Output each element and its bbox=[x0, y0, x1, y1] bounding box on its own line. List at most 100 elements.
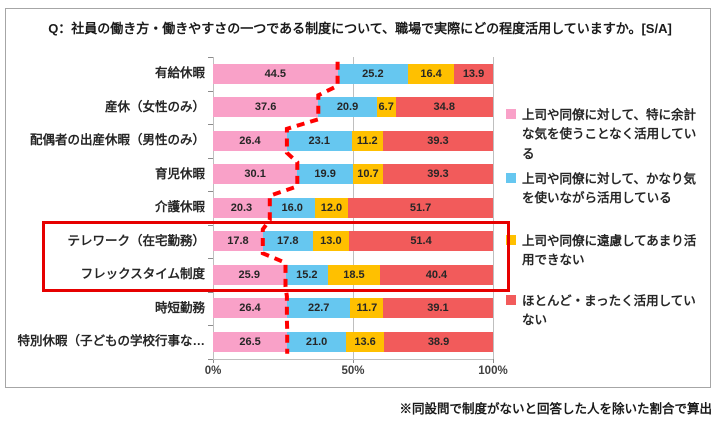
bar-segment-yellow: 11.2 bbox=[351, 130, 383, 151]
y-axis-tick bbox=[208, 90, 213, 92]
legend-item: ほとんど・まったく活用していない bbox=[506, 292, 706, 331]
bar-segment-yellow: 16.4 bbox=[408, 63, 455, 84]
legend-swatch-blue bbox=[506, 173, 516, 183]
legend-label: 上司や同僚に遠慮してあまり活用できない bbox=[522, 234, 697, 268]
x-axis-line bbox=[213, 358, 493, 360]
bar-value-label: 18.5 bbox=[343, 268, 365, 281]
bar-segment-blue: 20.9 bbox=[318, 97, 377, 118]
category-label: 配偶者の出産休暇（男性のみ） bbox=[29, 133, 205, 147]
bar-value-label: 51.7 bbox=[409, 201, 432, 214]
bar-value-label: 13.6 bbox=[354, 335, 376, 348]
bar-value-label: 37.6 bbox=[254, 101, 277, 114]
bar-value-label: 13.9 bbox=[462, 67, 485, 80]
bar-segment-blue: 19.9 bbox=[297, 164, 353, 185]
bar-value-label: 25.2 bbox=[362, 67, 384, 80]
bar-value-label: 16.0 bbox=[281, 201, 303, 214]
bar-segment-yellow: 13.6 bbox=[346, 331, 385, 352]
bar-value-label: 26.4 bbox=[239, 134, 261, 147]
bar-value-label: 44.5 bbox=[264, 67, 286, 80]
bar-segment-red: 40.4 bbox=[379, 264, 493, 285]
bar-segment-yellow: 12.0 bbox=[314, 197, 349, 218]
x-axis-tick bbox=[493, 358, 494, 363]
footnote: ※同設問で制度がないと回答した人を除いた割合で算出 bbox=[399, 402, 712, 416]
bar-segment-red: 34.8 bbox=[395, 97, 493, 118]
legend-label: 上司や同僚に対して、特に余計な気を使うことなく活用している bbox=[522, 108, 697, 161]
legend-item: 上司や同僚に対して、特に余計な気を使うことなく活用している bbox=[506, 106, 706, 164]
bar-segment-yellow: 18.5 bbox=[328, 264, 380, 285]
bar-segment-red: 51.4 bbox=[349, 231, 493, 252]
telework-flextime-highlight-box bbox=[42, 221, 510, 292]
bar-value-label: 39.1 bbox=[427, 302, 449, 315]
bar-value-label: 22.7 bbox=[307, 302, 330, 315]
x-axis-tick-label: 100% bbox=[478, 364, 508, 377]
bar-value-label: 17.8 bbox=[227, 235, 249, 248]
bar-segment-red: 39.1 bbox=[383, 298, 493, 319]
bar-value-label: 39.3 bbox=[427, 168, 449, 181]
bar-segment-pink: 30.1 bbox=[213, 164, 298, 185]
legend-swatch-yellow bbox=[506, 235, 516, 245]
category-label: 特別休暇（子どもの学校行事な… bbox=[17, 334, 205, 348]
bar-segment-pink: 44.5 bbox=[213, 63, 338, 84]
bar-segment-pink: 17.8 bbox=[213, 231, 263, 252]
category-label: 育児休暇 bbox=[154, 166, 205, 181]
bar-value-label: 11.2 bbox=[356, 134, 378, 147]
y-axis-tick bbox=[208, 291, 213, 293]
bar-value-label: 34.8 bbox=[433, 101, 455, 114]
bar-segment-pink: 20.3 bbox=[213, 197, 270, 218]
bar-segment-red: 38.9 bbox=[384, 331, 493, 352]
x-axis-tick-label: 0% bbox=[204, 364, 222, 377]
bar-segment-yellow: 11.7 bbox=[350, 298, 384, 319]
chart-title: Q：社員の働き方・働きやすさの一つである制度について、職場で実際にどの程度活用し… bbox=[48, 21, 672, 36]
bar-value-label: 26.4 bbox=[239, 302, 261, 315]
bar-value-label: 25.9 bbox=[238, 268, 260, 281]
x-axis-tick-label: 50% bbox=[341, 364, 365, 377]
bar-segment-pink: 37.6 bbox=[213, 97, 319, 118]
bar-segment-red: 51.7 bbox=[348, 197, 493, 218]
y-axis-tick bbox=[208, 358, 213, 360]
bar-value-label: 21.0 bbox=[305, 335, 328, 348]
legend-item: 上司や同僚に対して、かなり気を使いながら活用している bbox=[506, 170, 706, 209]
category-label: 時短勤務 bbox=[154, 300, 205, 315]
bar-segment-pink: 26.5 bbox=[213, 331, 288, 352]
category-label: 有給休暇 bbox=[154, 66, 205, 80]
bar-value-label: 19.9 bbox=[314, 168, 336, 181]
bar-value-label: 30.1 bbox=[244, 168, 266, 181]
bar-value-label: 11.7 bbox=[356, 302, 378, 315]
bar-value-label: 51.4 bbox=[410, 235, 432, 248]
y-axis-tick bbox=[208, 258, 213, 259]
bar-segment-blue: 16.0 bbox=[269, 197, 315, 218]
bar-value-label: 12.0 bbox=[320, 201, 343, 214]
vertical-gridline bbox=[493, 57, 494, 359]
bar-value-label: 20.9 bbox=[336, 101, 359, 114]
bar-value-label: 40.4 bbox=[425, 268, 448, 281]
category-label: テレワーク（在宅勤務） bbox=[67, 233, 205, 248]
category-label: フレックスタイム制度 bbox=[80, 267, 205, 281]
bar-segment-red: 13.9 bbox=[454, 63, 493, 84]
bar-value-label: 16.4 bbox=[420, 67, 442, 80]
bar-segment-yellow: 6.7 bbox=[376, 97, 396, 118]
y-axis-tick bbox=[208, 191, 213, 192]
bar-value-label: 20.3 bbox=[230, 201, 253, 214]
bar-value-label: 39.3 bbox=[427, 134, 449, 147]
y-axis-tick bbox=[208, 57, 213, 58]
y-axis-tick bbox=[208, 157, 213, 159]
legend-swatch-pink bbox=[506, 109, 516, 119]
y-axis-tick bbox=[208, 325, 213, 326]
bar-segment-blue: 21.0 bbox=[287, 331, 346, 352]
legend-item: 上司や同僚に遠慮してあまり活用できない bbox=[506, 232, 706, 271]
legend-swatch-red bbox=[506, 295, 516, 305]
bar-value-label: 23.1 bbox=[308, 134, 330, 147]
x-axis-tick bbox=[353, 358, 354, 363]
bar-segment-blue: 22.7 bbox=[286, 298, 351, 319]
category-label: 介護休暇 bbox=[154, 200, 205, 214]
legend-label: 上司や同僚に対して、かなり気を使いながら活用している bbox=[522, 172, 697, 206]
bar-value-label: 10.7 bbox=[357, 168, 379, 181]
bar-segment-red: 39.3 bbox=[382, 164, 493, 185]
category-label: 産休（女性のみ） bbox=[104, 99, 205, 114]
legend-label: ほとんど・まったく活用していない bbox=[522, 294, 696, 328]
bar-segment-pink: 26.4 bbox=[213, 130, 287, 151]
bar-value-label: 38.9 bbox=[427, 335, 450, 348]
x-axis-tick bbox=[213, 358, 214, 363]
y-axis-tick bbox=[208, 124, 213, 125]
